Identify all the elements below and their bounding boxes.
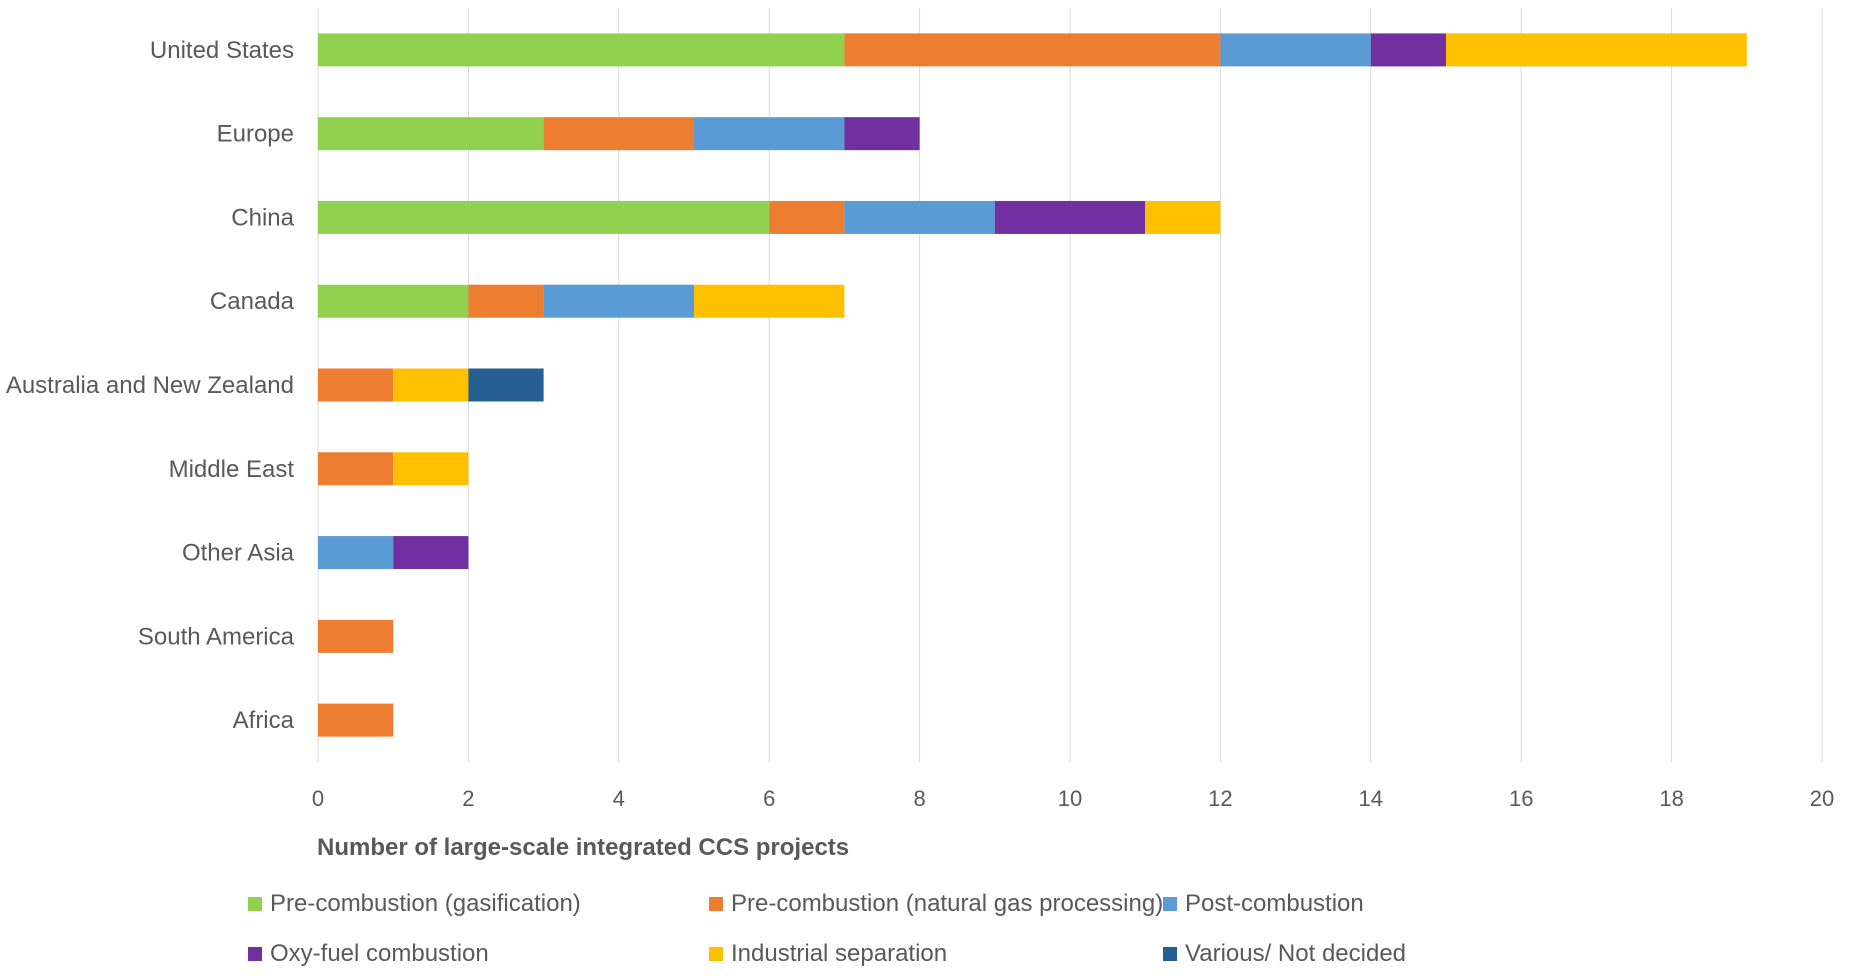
bar-segment xyxy=(1446,33,1747,67)
bar-segment xyxy=(468,284,544,318)
x-tick-label: 0 xyxy=(312,786,324,811)
category-label: Middle East xyxy=(169,456,295,483)
bar-segment xyxy=(844,33,1221,67)
bar-segment xyxy=(318,117,544,151)
bar-segment xyxy=(769,200,845,234)
bar-segment xyxy=(318,452,394,486)
bar-segment xyxy=(468,368,544,402)
x-tick-label: 8 xyxy=(913,786,925,811)
category-label: Australia and New Zealand xyxy=(6,372,294,399)
x-tick-label: 16 xyxy=(1509,786,1533,811)
legend-item: Pre-combustion (gasification) xyxy=(248,890,581,918)
x-tick-label: 12 xyxy=(1208,786,1232,811)
bar-segment xyxy=(318,200,770,234)
bar-segment xyxy=(393,368,469,402)
bar-segment xyxy=(844,200,995,234)
legend-label: Pre-combustion (gasification) xyxy=(270,890,581,917)
legend-label: Various/ Not decided xyxy=(1185,940,1407,967)
bar-segment xyxy=(994,200,1146,234)
bar-segment xyxy=(1220,33,1371,67)
bar-segment xyxy=(694,117,845,151)
legend-swatch xyxy=(1163,897,1177,911)
bar-segment xyxy=(318,703,394,737)
stacked-bar-chart: United States Europe China Canada Australia … xyxy=(6,8,1834,861)
category-label: United States xyxy=(150,37,294,64)
legend-item: Various/ Not decided xyxy=(1163,940,1406,968)
legend-swatch xyxy=(248,947,262,961)
x-tick-labels: 0 2 4 6 8 10 12 14 16 18 20 xyxy=(312,786,1834,811)
category-labels: United States Europe China Canada Australia … xyxy=(6,37,295,734)
legend-label: Post-combustion xyxy=(1185,890,1364,917)
bar-segment xyxy=(393,536,469,570)
category-label: China xyxy=(231,204,294,231)
bar-segment xyxy=(1370,33,1446,67)
bar-segment xyxy=(393,452,469,486)
legend-label: Industrial separation xyxy=(731,940,948,967)
category-label: Europe xyxy=(217,121,294,148)
legend-item: Post-combustion xyxy=(1163,890,1364,918)
category-label: Other Asia xyxy=(182,540,295,567)
x-tick-label: 20 xyxy=(1810,786,1834,811)
bar-segment xyxy=(318,33,845,67)
x-tick-label: 18 xyxy=(1659,786,1683,811)
bar-segment xyxy=(318,619,394,653)
x-tick-label: 14 xyxy=(1359,786,1383,811)
legend-item: Industrial separation xyxy=(709,940,947,968)
bar-segment xyxy=(844,117,920,151)
bar-segment xyxy=(318,368,394,402)
legend-label: Pre-combustion (natural gas processing) xyxy=(731,890,1164,917)
bar-segment xyxy=(694,284,845,318)
x-tick-label: 4 xyxy=(613,786,625,811)
x-axis-title: Number of large-scale integrated CCS pro… xyxy=(317,834,849,861)
legend-swatch xyxy=(709,947,723,961)
legend-swatch xyxy=(1163,947,1177,961)
legend-label: Oxy-fuel combustion xyxy=(270,940,489,967)
bar-segment xyxy=(318,284,469,318)
bar-segment xyxy=(543,117,694,151)
legend-swatch xyxy=(248,897,262,911)
category-label: South America xyxy=(138,623,295,650)
bar-segment xyxy=(318,536,394,570)
category-label: Canada xyxy=(210,288,295,315)
x-tick-label: 2 xyxy=(462,786,474,811)
legend-item: Pre-combustion (natural gas processing) xyxy=(709,890,1163,918)
bar-segment xyxy=(543,284,694,318)
bars xyxy=(318,33,1747,737)
category-label: Africa xyxy=(233,707,295,734)
legend-item: Oxy-fuel combustion xyxy=(248,940,489,968)
x-tick-label: 10 xyxy=(1058,786,1082,811)
bar-segment xyxy=(1145,200,1221,234)
x-tick-label: 6 xyxy=(763,786,775,811)
legend-swatch xyxy=(709,897,723,911)
